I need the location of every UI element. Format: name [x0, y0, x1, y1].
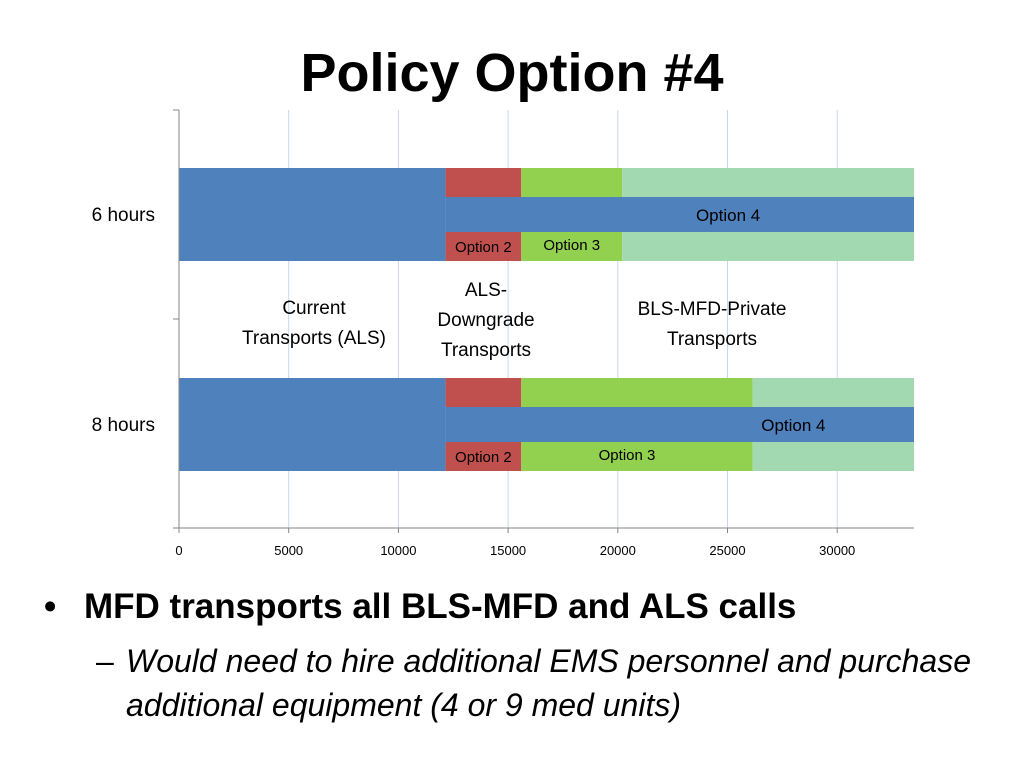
x-tick-label: 25000	[709, 543, 745, 558]
bar-option4-bottom	[752, 442, 914, 471]
x-tick-label: 0	[175, 543, 182, 558]
bar-current-als	[179, 168, 446, 261]
x-tick-label: 10000	[380, 543, 416, 558]
bullet-main-text: MFD transports all BLS-MFD and ALS calls	[84, 587, 797, 626]
data-label-option4: Option 4	[761, 416, 825, 435]
bullet-sub: – Would need to hire additional EMS pers…	[90, 639, 1000, 727]
annotation-text: Transports (ALS)	[242, 328, 386, 349]
data-label-option3: Option 3	[599, 447, 656, 464]
bar-option3-top	[521, 378, 753, 407]
bar-option4-band	[445, 407, 914, 442]
bar-option4-band	[445, 197, 914, 232]
bar-current-als	[179, 378, 446, 471]
x-tick-label: 20000	[600, 543, 636, 558]
y-tick-label: 8 hours	[92, 415, 155, 436]
data-label-option2: Option 2	[455, 449, 512, 466]
annotation-text: BLS-MFD-Private	[638, 299, 787, 320]
bar-option2-top	[445, 168, 522, 197]
x-tick-label: 5000	[274, 543, 303, 558]
bar-option2-top	[445, 378, 522, 407]
data-label-option4: Option 4	[696, 206, 760, 225]
bullet-list: • MFD transports all BLS-MFD and ALS cal…	[40, 585, 1000, 727]
annotation-text: Transports	[667, 329, 757, 350]
annotation-text: Transports	[441, 340, 531, 361]
bar-option3-bottom	[521, 232, 623, 261]
annotation-text: Downgrade	[437, 310, 534, 331]
bullet-sub-text: Would need to hire additional EMS person…	[126, 643, 971, 723]
x-tick-label: 30000	[819, 543, 855, 558]
bar-option3-top	[521, 168, 623, 197]
y-tick-label: 6 hours	[92, 205, 155, 226]
bar-option3-bottom	[521, 442, 753, 471]
bar-option4-top	[752, 378, 914, 407]
bullet-dot-icon: •	[44, 587, 57, 626]
bullet-main: • MFD transports all BLS-MFD and ALS cal…	[40, 585, 1000, 629]
data-label-option3: Option 3	[543, 237, 600, 254]
bar-option4-bottom	[622, 232, 914, 261]
bar-option2-bottom	[445, 442, 522, 471]
annotation-text: Current	[282, 298, 346, 319]
stacked-bar-chart: Option 4 Option 2 Option 3 6 hours Option 4 O…	[92, 109, 914, 558]
bar-option2-bottom	[445, 232, 522, 261]
x-tick-label: 15000	[490, 543, 526, 558]
annotation-text: ALS-	[465, 280, 507, 301]
bar-option4-top	[622, 168, 914, 197]
dash-icon: –	[96, 643, 114, 679]
data-label-option2: Option 2	[455, 239, 512, 256]
slide-title: Policy Option #4	[300, 43, 724, 103]
